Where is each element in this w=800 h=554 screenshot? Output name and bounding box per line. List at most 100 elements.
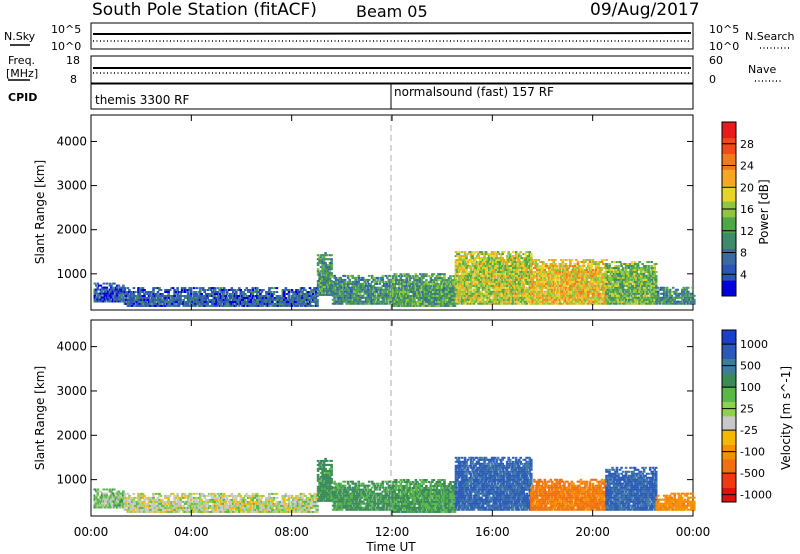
data-cell <box>627 290 631 293</box>
data-cell <box>343 298 347 301</box>
data-cell <box>582 292 586 295</box>
data-cell <box>590 265 593 267</box>
data-cell <box>575 302 578 305</box>
data-cell <box>469 290 473 293</box>
data-cell <box>318 274 321 276</box>
data-cell <box>383 284 386 287</box>
data-cell <box>334 278 338 281</box>
data-cell <box>590 272 593 275</box>
data-cell <box>496 290 500 293</box>
data-cell <box>302 302 306 305</box>
data-cell <box>393 291 397 293</box>
freq-panel-frame <box>90 55 694 84</box>
data-cell <box>581 292 584 295</box>
data-cell <box>357 278 360 281</box>
data-cell <box>457 257 461 260</box>
data-cell <box>301 304 304 307</box>
data-cell <box>452 299 455 301</box>
data-cell <box>437 277 440 280</box>
data-cell <box>517 302 521 305</box>
data-cell <box>372 284 375 287</box>
data-cell <box>575 292 578 295</box>
data-cell <box>414 297 418 299</box>
data-cell <box>221 295 224 297</box>
data-cell <box>569 280 572 283</box>
data-cell <box>478 251 482 254</box>
data-cell <box>517 284 521 287</box>
data-cell <box>570 259 574 261</box>
data-cell <box>558 298 562 301</box>
data-cell <box>96 296 100 299</box>
data-cell <box>543 276 547 279</box>
data-cell <box>517 267 521 269</box>
data-cell <box>578 272 581 275</box>
data-cell <box>254 299 258 301</box>
data-cell <box>174 299 178 301</box>
data-cell <box>511 272 515 275</box>
data-cell <box>597 272 601 275</box>
data-cell <box>486 267 489 269</box>
data-cell <box>626 263 629 265</box>
data-cell <box>325 280 329 282</box>
data-cell <box>440 283 443 286</box>
data-cell <box>528 292 532 295</box>
data-cell <box>605 274 608 277</box>
data-cell <box>251 293 255 295</box>
data-cell <box>125 297 128 299</box>
data-cell <box>227 304 231 307</box>
data-cell <box>582 302 586 305</box>
data-cell <box>552 259 556 261</box>
data-cell <box>426 301 430 303</box>
data-cell <box>275 295 279 297</box>
data-cell <box>483 280 486 283</box>
data-cell <box>573 286 577 289</box>
data-cell <box>602 272 605 275</box>
data-cell <box>617 276 620 279</box>
data-cell <box>499 300 503 303</box>
data-cell <box>123 287 127 290</box>
data-cell <box>213 287 217 290</box>
data-cell <box>381 276 385 279</box>
data-cell <box>570 282 574 285</box>
data-cell <box>624 294 628 297</box>
data-cell <box>192 291 196 293</box>
data-cell <box>186 299 190 301</box>
data-cell <box>606 267 610 269</box>
data-cell <box>241 295 244 297</box>
data-cell <box>626 288 629 291</box>
data-cell <box>588 259 592 261</box>
data-cell <box>446 293 449 295</box>
data-cell <box>591 261 595 263</box>
data-cell <box>120 298 124 301</box>
data-cell <box>474 263 477 265</box>
data-cell <box>578 280 581 283</box>
data-cell <box>155 304 158 307</box>
data-cell <box>463 300 467 303</box>
data-cell <box>540 280 544 283</box>
data-cell <box>508 267 512 269</box>
data-cell <box>570 271 574 273</box>
data-cell <box>472 296 476 299</box>
data-cell <box>389 282 392 285</box>
data-cell <box>630 284 634 287</box>
data-cell <box>617 292 620 295</box>
data-cell <box>602 263 605 265</box>
data-cell <box>642 300 646 303</box>
data-cell <box>207 293 211 295</box>
data-cell <box>644 294 647 297</box>
data-cell <box>416 293 419 295</box>
data-cell <box>387 290 391 293</box>
data-cell <box>614 280 617 283</box>
data-cell <box>545 292 548 295</box>
data-cell <box>526 265 530 267</box>
data-cell <box>194 299 197 301</box>
data-cell <box>510 272 513 275</box>
data-cell <box>528 296 532 299</box>
data-cell <box>487 296 491 299</box>
data-cell <box>212 293 215 295</box>
data-cell <box>530 271 533 273</box>
data-cell <box>339 290 342 293</box>
data-cell <box>337 278 341 281</box>
data-cell <box>131 293 134 295</box>
data-cell <box>633 302 637 305</box>
